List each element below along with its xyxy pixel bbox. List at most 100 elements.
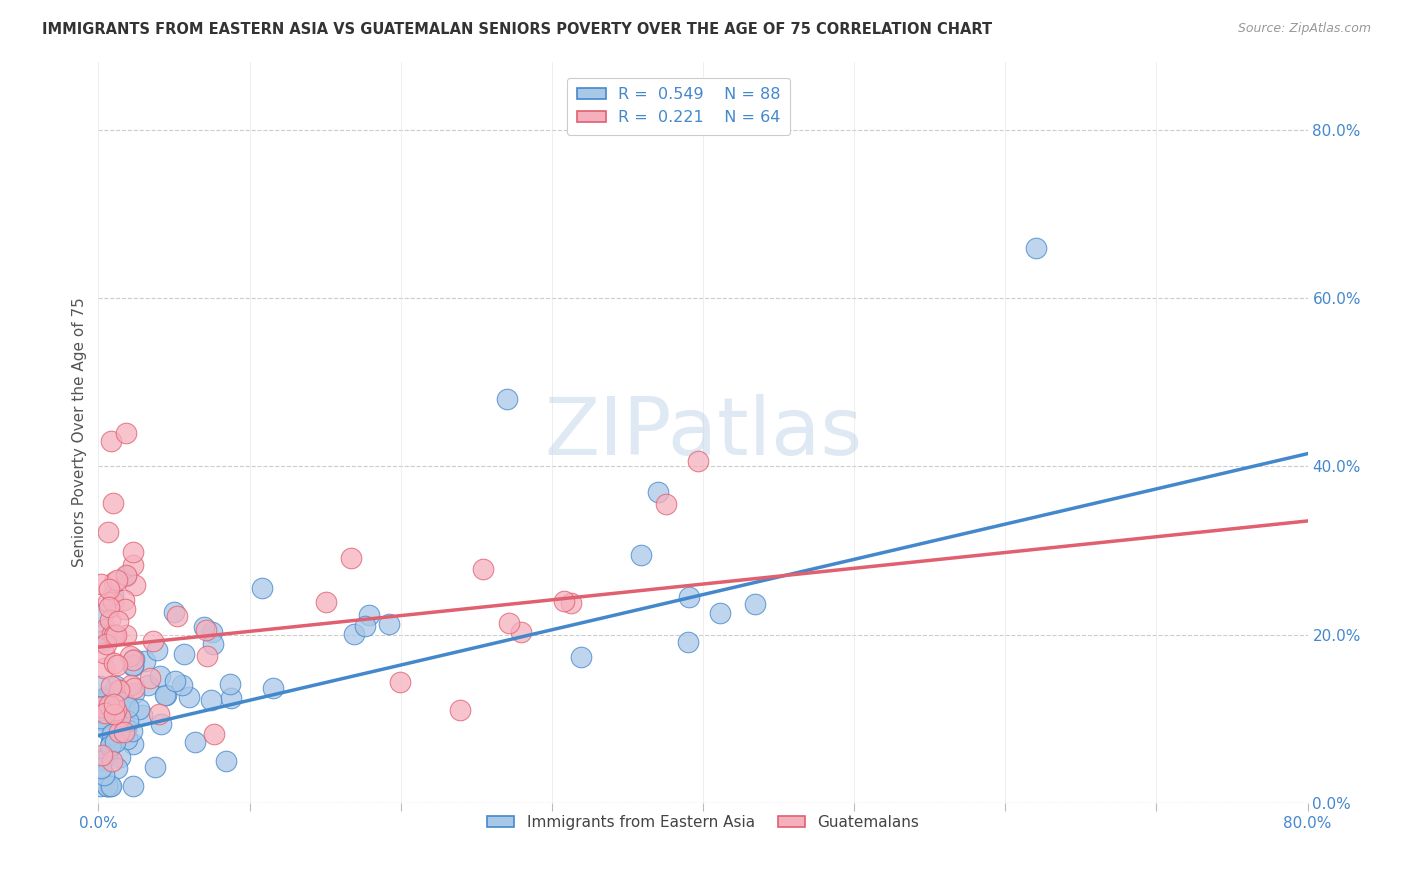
Point (115, 732, 138, 747)
Point (131, 708, 153, 723)
Point (117, 699, 139, 714)
Point (110, 710, 132, 724)
Text: IMMIGRANTS FROM EASTERN ASIA VS GUATEMALAN SENIORS POVERTY OVER THE AGE OF 75 CO: IMMIGRANTS FROM EASTERN ASIA VS GUATEMAL… (42, 22, 993, 37)
Point (89, 679, 111, 693)
Point (91, 755, 114, 769)
Point (94, 690, 117, 704)
Point (219, 691, 242, 706)
Point (114, 601, 136, 615)
Point (340, 551, 363, 566)
Point (143, 760, 166, 774)
Point (107, 614, 129, 628)
Point (498, 615, 520, 630)
Point (96, 637, 118, 651)
Point (173, 647, 195, 661)
Point (104, 734, 127, 748)
Point (103, 574, 125, 589)
Point (121, 657, 143, 672)
Point (100, 779, 122, 793)
Point (105, 628, 128, 642)
Point (709, 606, 731, 620)
Point (110, 683, 132, 698)
Point (101, 726, 124, 740)
Point (103, 628, 125, 642)
Point (91, 607, 114, 622)
Point (114, 567, 136, 582)
Point (471, 562, 494, 576)
Point (101, 705, 124, 719)
Point (654, 497, 676, 511)
Point (315, 595, 337, 609)
Point (122, 653, 145, 667)
Point (93, 661, 115, 675)
Point (122, 558, 145, 572)
Point (388, 675, 411, 690)
Point (103, 594, 125, 608)
Point (94, 706, 117, 720)
Point (142, 634, 165, 648)
Point (166, 609, 188, 624)
Point (155, 688, 177, 702)
Point (163, 674, 186, 689)
Point (94, 690, 117, 705)
Point (100, 679, 122, 693)
Point (121, 723, 143, 738)
Point (115, 569, 138, 583)
Point (179, 690, 201, 705)
Point (89, 706, 111, 721)
Point (195, 649, 218, 664)
Point (104, 679, 127, 693)
Point (101, 496, 124, 510)
Point (96, 779, 118, 793)
Point (89, 779, 111, 793)
Point (105, 574, 128, 588)
Point (100, 737, 122, 751)
Point (117, 714, 139, 728)
Point (90, 634, 112, 648)
Point (262, 681, 284, 695)
Point (357, 607, 380, 622)
Point (108, 725, 131, 739)
Point (686, 454, 709, 468)
Point (97, 595, 120, 609)
Point (145, 642, 167, 657)
Point (1024, 240, 1046, 255)
Point (105, 658, 128, 673)
Point (112, 724, 135, 739)
Point (194, 624, 217, 638)
Point (122, 737, 145, 751)
Point (630, 548, 652, 562)
Point (134, 654, 156, 668)
Point (101, 627, 124, 641)
Point (96, 779, 118, 793)
Point (495, 392, 517, 406)
Point (101, 755, 124, 769)
Point (114, 425, 136, 440)
Point (100, 735, 122, 749)
Point (449, 703, 471, 717)
Point (553, 593, 575, 607)
Point (128, 702, 150, 716)
Point (90, 761, 112, 775)
Point (103, 588, 125, 602)
Point (569, 649, 592, 664)
Point (110, 700, 132, 714)
Point (90, 747, 112, 762)
Point (201, 625, 224, 640)
Point (377, 616, 399, 631)
Point (509, 624, 531, 639)
Text: Source: ZipAtlas.com: Source: ZipAtlas.com (1237, 22, 1371, 36)
Point (121, 658, 143, 673)
Point (149, 717, 172, 731)
Point (201, 637, 224, 651)
Point (122, 544, 145, 558)
Point (678, 590, 700, 604)
Point (202, 727, 225, 741)
Point (744, 597, 766, 611)
Point (184, 734, 207, 748)
Point (136, 678, 159, 692)
Point (97, 582, 120, 597)
Point (148, 706, 170, 721)
Point (120, 678, 142, 692)
Point (149, 669, 172, 683)
